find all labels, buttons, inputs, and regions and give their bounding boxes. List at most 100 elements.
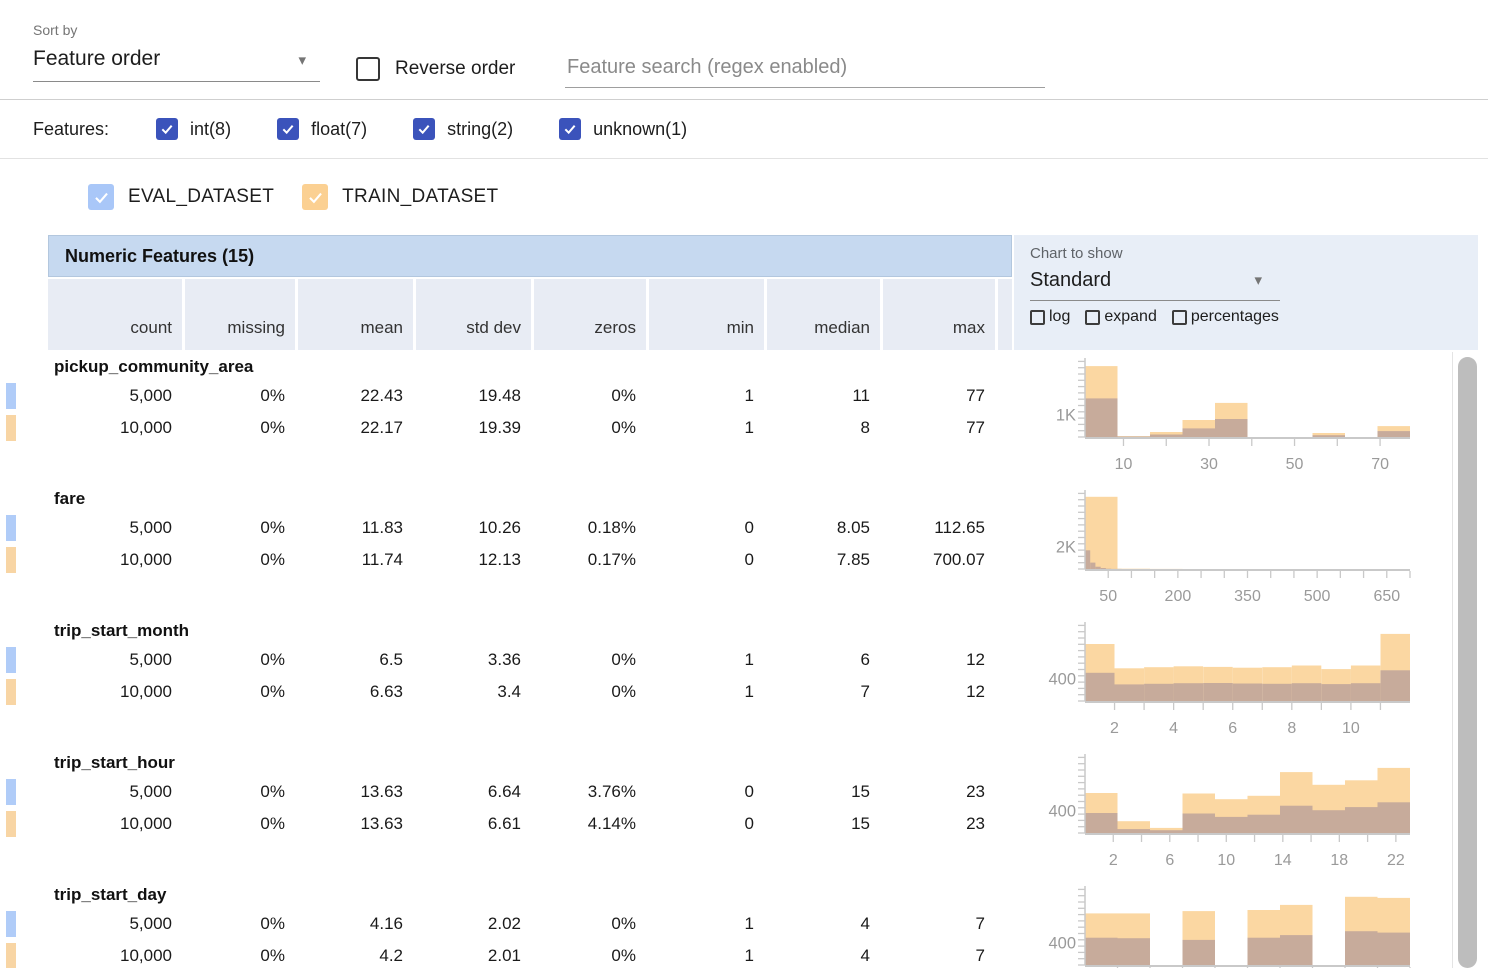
stat-cell: 0% <box>611 386 636 405</box>
expand-checkbox[interactable] <box>1085 309 1101 325</box>
int-checkbox[interactable] <box>156 118 179 140</box>
svg-text:500: 500 <box>1304 588 1331 605</box>
feature-row: trip_start_day 5,000 0% 4.16 2.02 0% 1 4 7 10,0… <box>0 882 1488 968</box>
percentages-checkbox[interactable] <box>1171 309 1187 325</box>
check-icon <box>94 192 108 203</box>
stat-cell: 6.64 <box>487 782 521 801</box>
feature-type-filters: Features: int(8) float(7) string(2) unkn… <box>0 100 1488 159</box>
feature-name: trip_start_month <box>54 621 190 640</box>
stat-cell: 10,000 <box>120 682 172 701</box>
sort-order-value: Feature order <box>33 47 161 70</box>
train-dataset-label: TRAIN_DATASET <box>342 186 499 207</box>
stat-cell: 6.63 <box>369 682 403 701</box>
stat-cell: 5,000 <box>129 914 172 933</box>
feature-search <box>565 52 1045 88</box>
stat-cell: 15 <box>851 814 870 833</box>
stat-cell: 6.61 <box>487 814 521 833</box>
eval-dataset-checkbox[interactable] <box>88 184 114 210</box>
stat-cell: 19.48 <box>478 386 521 405</box>
stat-cell: 1 <box>744 386 754 405</box>
eval-dataset-toggle[interactable]: EVAL_DATASET <box>88 184 274 210</box>
float-checkbox[interactable] <box>277 118 300 140</box>
train-dataset-marker <box>6 811 16 837</box>
train-stat-line: 10,000 0% 22.17 19.39 0% 1 8 77 <box>6 412 1488 444</box>
column-header-count: count <box>48 279 185 350</box>
eval-dataset-marker <box>6 779 16 805</box>
column-header-min: min <box>649 279 767 350</box>
stat-cell: 0% <box>260 518 285 537</box>
stat-cell: 4.16 <box>369 914 403 933</box>
string-checkbox[interactable] <box>413 118 436 140</box>
filter-float[interactable]: float(7) <box>277 118 367 140</box>
feature-row: pickup_community_area 5,000 0% 22.43 19.48 0… <box>0 354 1488 482</box>
feature-name: pickup_community_area <box>54 357 254 376</box>
stat-cell: 10.26 <box>478 518 521 537</box>
svg-text:6: 6 <box>1228 720 1237 737</box>
sort-order-select[interactable]: Feature order ▾ <box>33 41 320 82</box>
stat-cell: 13.63 <box>360 782 403 801</box>
stat-cell: 0 <box>744 782 754 801</box>
log-checkbox[interactable] <box>1030 309 1045 325</box>
svg-text:2: 2 <box>1110 720 1119 737</box>
stat-cell: 4 <box>860 946 870 965</box>
stat-cell: 12 <box>966 682 985 701</box>
stat-cell: 0% <box>260 418 285 437</box>
vertical-scrollbar <box>1452 352 1488 968</box>
reverse-order-checkbox[interactable] <box>356 57 380 81</box>
column-headers: count missing mean std dev zeros min med… <box>48 277 1012 350</box>
column-header-stddev: std dev <box>416 279 534 350</box>
stat-cell: 10,000 <box>120 814 172 833</box>
stat-cell: 11.83 <box>361 518 403 537</box>
stat-cell: 7 <box>975 914 985 933</box>
section-title: Numeric Features (15) <box>48 235 1012 277</box>
stat-cell: 0% <box>611 682 636 701</box>
svg-text:400: 400 <box>1048 671 1076 689</box>
train-stat-line: 10,000 0% 11.74 12.13 0.17% 0 7.85 700.07 <box>6 544 1488 576</box>
check-icon <box>418 125 430 135</box>
stat-cell: 112.65 <box>934 518 985 537</box>
expand-option[interactable]: expand <box>1085 308 1157 326</box>
feature-name: trip_start_hour <box>54 753 175 772</box>
feature-histogram: 50 200 350 500 650 2K <box>1030 486 1460 614</box>
sort-by-group: Sort by Feature order ▾ <box>33 22 320 82</box>
stat-cell: 7 <box>975 946 985 965</box>
feature-rows: pickup_community_area 5,000 0% 22.43 19.48 0… <box>0 354 1488 968</box>
stat-cell: 0% <box>260 682 285 701</box>
dataset-legend: EVAL_DATASET TRAIN_DATASET <box>0 159 1488 235</box>
stat-cell: 77 <box>966 418 985 437</box>
stat-cell: 5,000 <box>129 386 172 405</box>
feature-histogram: 2 6 10 14 18 22 400 <box>1030 750 1460 878</box>
svg-text:2: 2 <box>1109 852 1118 869</box>
train-dataset-checkbox[interactable] <box>302 184 329 210</box>
stat-cell: 10,000 <box>120 946 172 965</box>
stat-cell: 6.5 <box>379 650 403 669</box>
feature-search-input[interactable] <box>565 52 1045 88</box>
svg-text:70: 70 <box>1371 456 1389 473</box>
scrollbar-thumb[interactable] <box>1458 357 1477 968</box>
filter-string-label: string(2) <box>447 118 514 139</box>
feature-row: fare 5,000 0% 11.83 10.26 0.18% 0 8.05 112.65 1… <box>0 486 1488 614</box>
stat-cell: 0 <box>744 550 754 569</box>
stat-cell: 11.74 <box>361 550 403 569</box>
log-option[interactable]: log <box>1030 308 1070 326</box>
column-header-median: median <box>767 279 883 350</box>
svg-text:22: 22 <box>1387 852 1405 869</box>
filter-int[interactable]: int(8) <box>156 118 231 140</box>
stat-cell: 0% <box>260 782 285 801</box>
feature-name: trip_start_day <box>54 885 167 904</box>
stat-cell: 3.76% <box>587 782 636 801</box>
stat-cell: 23 <box>966 782 985 801</box>
train-dataset-toggle[interactable]: TRAIN_DATASET <box>302 184 498 210</box>
stat-cell: 23 <box>966 814 985 833</box>
unknown-checkbox[interactable] <box>559 118 582 140</box>
stat-cell: 0% <box>611 914 636 933</box>
filter-string[interactable]: string(2) <box>413 118 513 140</box>
svg-text:10: 10 <box>1342 720 1360 737</box>
chart-type-select[interactable]: Standard ▾ <box>1030 264 1280 301</box>
filter-unknown[interactable]: unknown(1) <box>559 118 687 140</box>
stat-cell: 1 <box>744 418 754 437</box>
eval-dataset-label: EVAL_DATASET <box>128 186 275 207</box>
percentages-option[interactable]: percentages <box>1171 308 1279 326</box>
stat-cell: 3.36 <box>487 650 521 669</box>
